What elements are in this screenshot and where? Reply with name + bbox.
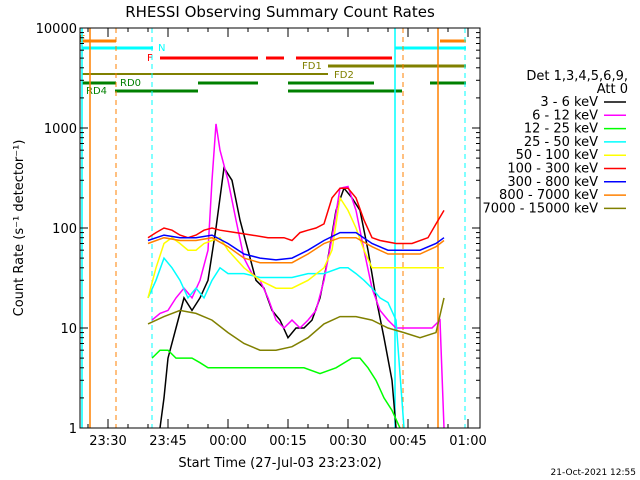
flag-label-f: F [147, 53, 153, 64]
x-tick-label: 00:15 [269, 434, 306, 449]
flag-bars [82, 39, 466, 93]
legend-label-5: 100 - 300 keV [507, 162, 598, 177]
series-line-3 [147, 256, 405, 429]
series-line-2 [151, 349, 401, 429]
x-tick-label: 00:00 [209, 434, 246, 449]
legend-label-4: 50 - 100 keV [516, 148, 599, 163]
x-axis-label: Start Time (27-Jul-03 23:23:02) [178, 456, 381, 471]
flag-label-rd0: RD0 [120, 78, 141, 89]
x-tick-label: 01:00 [449, 434, 486, 449]
flag-label-fd1: FD1 [302, 61, 322, 72]
x-tick-label: 00:30 [329, 434, 366, 449]
legend-label-7: 800 - 7000 keV [499, 188, 598, 203]
series-line-8 [147, 297, 445, 351]
legend-label-6: 300 - 800 keV [507, 175, 598, 190]
y-tick-label: 100 [52, 222, 77, 237]
x-axis: 23:30 23:45 00:00 00:15 00:30 00:45 01:00 [87, 28, 487, 449]
flag-label-rd4: RD4 [86, 86, 107, 97]
series-line-0 [159, 165, 397, 429]
legend-header-line-1: Det 1,3,4,5,6,9, [526, 69, 628, 84]
x-tick-label: 00:45 [389, 434, 426, 449]
series-line-1 [151, 123, 445, 429]
y-axis-label: Count Rate (s⁻¹ detector⁻¹) [12, 140, 27, 317]
legend-label-3: 25 - 50 keV [524, 135, 598, 150]
flag-labels: E N F FD1 FD2 RD0 RD4 [79, 34, 354, 97]
y-tick-label: 10 [60, 322, 77, 337]
legend-label-8: 7000 - 15000 keV [483, 201, 599, 216]
series-line-7 [147, 236, 445, 264]
x-tick-label: 23:30 [89, 434, 126, 449]
legend-label-1: 6 - 12 keV [532, 108, 598, 123]
series-layer [147, 123, 445, 429]
legend-label-0: 3 - 6 keV [540, 95, 598, 110]
legend-label-2: 12 - 25 keV [524, 122, 598, 137]
series-line-4 [147, 195, 444, 299]
flag-label-n: N [158, 43, 165, 54]
series-line-6 [147, 231, 445, 261]
timestamp: 21-Oct-2021 12:55 [551, 468, 636, 478]
x-tick-label: 23:45 [149, 434, 186, 449]
series-line-5 [147, 187, 445, 245]
flag-label-fd2: FD2 [334, 70, 354, 81]
legend-header-line-2: Att 0 [597, 82, 628, 97]
y-tick-label: 10000 [36, 22, 77, 37]
chart-title: RHESSI Observing Summary Count Rates [125, 3, 435, 21]
y-tick-label: 1 [69, 422, 77, 437]
y-axis: 1 10 100 1000 10000 [36, 22, 480, 437]
y-tick-label: 1000 [44, 122, 77, 137]
